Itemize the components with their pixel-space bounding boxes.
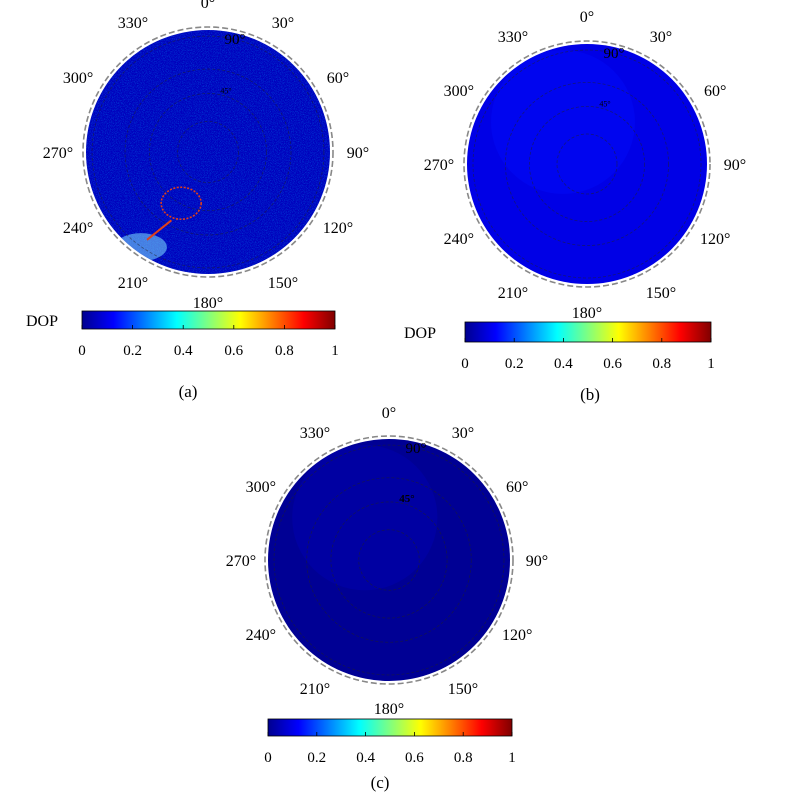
panel-b-dop-field: [467, 44, 707, 284]
panel-b-colorbar-tick-label: 0.8: [652, 356, 671, 372]
panel-b-colorbar-tick-label: 0.4: [554, 356, 573, 372]
panel-b-colorbar: [464, 321, 712, 343]
panel-b-azimuth-label: 180°: [572, 305, 602, 322]
panel-c-zenith-label-45: 45°: [399, 493, 414, 505]
panel-a-zenith-label-90: 90°: [225, 32, 246, 48]
panel-c-azimuth-label: 330°: [300, 425, 330, 442]
panel-a-colorbar-label: DOP: [26, 313, 58, 330]
panel-a-azimuth-label: 210°: [118, 275, 148, 292]
panel-b-grid-ring: [529, 106, 646, 222]
panel-b-label: (b): [580, 385, 600, 404]
panel-c-azimuth-label: 120°: [502, 627, 532, 644]
panel-b-colorbar-tick-label: 1: [707, 356, 715, 372]
panel-a-colorbar-tick-label: 1: [331, 343, 339, 359]
panel-a-outer-rim: [82, 26, 334, 278]
panel-b-colorbar-label: DOP: [404, 325, 436, 342]
panel-c-label: (c): [371, 773, 390, 792]
panel-a-azimuth-label: 60°: [327, 70, 349, 87]
panel-a-colorbar-tick-label: 0.8: [275, 343, 294, 359]
panel-b-dop-shading: [491, 50, 635, 194]
panel-b-azimuth-label: 210°: [498, 285, 528, 302]
panel-a-azimuth-label: 0°: [201, 0, 215, 12]
panel-b: 90° 45° 0° 30° 60° 90° 120° 150° 180° 210° 240° 270…: [404, 9, 746, 404]
panel-c-azimuth-label: 0°: [382, 405, 396, 422]
panel-c-plot: 90° 45° 0° 30° 60° 90° 120° 150° 180° 210° 240° 270…: [226, 405, 548, 766]
panel-b-zenith-label-90: 90°: [604, 46, 625, 62]
panel-c-grid-ring: [273, 444, 505, 676]
panel-c-dop-shading: [292, 445, 438, 591]
panel-a-azimuth-label: 90°: [347, 145, 369, 162]
panel-b-azimuth-label: 300°: [444, 83, 474, 100]
panel-a-colorbar-tick-label: 0.6: [224, 343, 243, 359]
panel-c-colorbar-tick-label: 0.2: [307, 750, 326, 766]
panel-a-colorbar-tick-label: 0.2: [123, 343, 142, 359]
panel-b-grid-ring: [472, 49, 702, 279]
panel-b-zenith-label-45: 45°: [599, 99, 610, 108]
panel-b-azimuth-label: 330°: [498, 29, 528, 46]
panel-a: 90° 45° 0° 30° 60° 90° 120° 150° 180° 210° 240° 270…: [26, 0, 369, 401]
panel-a-azimuth-label: 30°: [272, 15, 294, 32]
panel-a-highlight-leader: [146, 219, 173, 241]
panel-a-azimuth-label: 330°: [118, 15, 148, 32]
panel-b-azimuth-label: 30°: [650, 29, 672, 46]
panel-a-azimuth-label: 300°: [63, 70, 93, 87]
panel-c-colorbar-tick-label: 0.4: [356, 750, 375, 766]
panel-b-azimuth-label: 270°: [424, 157, 454, 174]
panel-a-grid-ring: [177, 121, 239, 183]
panel-b-colorbar-tick-label: 0.6: [603, 356, 622, 372]
panel-c-azimuth-label: 300°: [246, 479, 276, 496]
panel-c-zenith-label-90: 90°: [406, 441, 427, 457]
panel-a-azimuth-label: 270°: [43, 145, 73, 162]
panel-b-azimuth-label: 150°: [646, 285, 676, 302]
panel-c-azimuth-label: 180°: [374, 701, 404, 718]
panel-c-outer-rim: [264, 435, 514, 685]
panel-b-azimuth-label: 90°: [724, 157, 746, 174]
panel-a-plot: 90° 45° 0° 30° 60° 90° 120° 150° 180° 210° 240° 270…: [26, 0, 369, 359]
panel-c-dop-field: [268, 439, 510, 681]
panel-a-dop-noise: [86, 30, 330, 274]
panel-c: 90° 45° 0° 30° 60° 90° 120° 150° 180° 210° 240° 270…: [226, 405, 548, 792]
panel-c-azimuth-label: 210°: [300, 681, 330, 698]
panel-c-grid-ring: [330, 501, 448, 619]
panel-b-plot: 90° 45° 0° 30° 60° 90° 120° 150° 180° 210° 240° 270…: [404, 9, 746, 372]
panel-a-zenith-label-45: 45°: [220, 86, 231, 95]
panel-b-azimuth-label: 120°: [700, 231, 730, 248]
panel-b-azimuth-label: 60°: [704, 83, 726, 100]
panel-a-colorbar-tick-label: 0: [78, 343, 86, 359]
panel-a-grid-ring: [91, 35, 325, 269]
panel-b-colorbar-tick-label: 0: [461, 356, 469, 372]
panel-c-azimuth-label: 30°: [452, 425, 474, 442]
panel-a-grid-ring: [149, 93, 267, 211]
panel-c-azimuth-label: 90°: [526, 553, 548, 570]
panel-a-highlight-ellipse: [160, 186, 202, 221]
panel-c-azimuth-label: 150°: [448, 681, 478, 698]
panel-b-colorbar-tick-label: 0.2: [505, 356, 524, 372]
panel-b-grid-ring: [504, 82, 669, 246]
panel-a-azimuth-label: 180°: [193, 295, 223, 312]
panel-a-azimuth-label: 240°: [63, 220, 93, 237]
panel-b-azimuth-label: 0°: [580, 9, 594, 26]
panel-c-colorbar-tick-label: 0.6: [405, 750, 424, 766]
panel-a-azimuth-label: 150°: [268, 275, 298, 292]
panel-c-grid-ring: [306, 477, 472, 643]
panel-c-grid-ring: [358, 529, 420, 591]
panel-a-grid-ring: [124, 68, 292, 236]
panel-c-colorbar: [267, 718, 513, 737]
panel-a-label: (a): [179, 382, 198, 401]
panel-b-outer-rim: [463, 40, 711, 288]
panel-b-grid-ring: [556, 133, 618, 195]
panel-c-azimuth-label: 240°: [246, 627, 276, 644]
panel-c-colorbar-tick-label: 0.8: [454, 750, 473, 766]
panel-a-azimuth-label: 120°: [323, 220, 353, 237]
panel-c-azimuth-label: 270°: [226, 553, 256, 570]
panel-c-colorbar-tick-label: 1: [508, 750, 516, 766]
panel-a-colorbar-tick-label: 0.4: [174, 343, 193, 359]
panel-c-colorbar-tick-label: 0: [264, 750, 272, 766]
panel-c-azimuth-label: 60°: [506, 479, 528, 496]
panel-b-azimuth-label: 240°: [444, 231, 474, 248]
panel-a-colorbar: [81, 310, 336, 330]
